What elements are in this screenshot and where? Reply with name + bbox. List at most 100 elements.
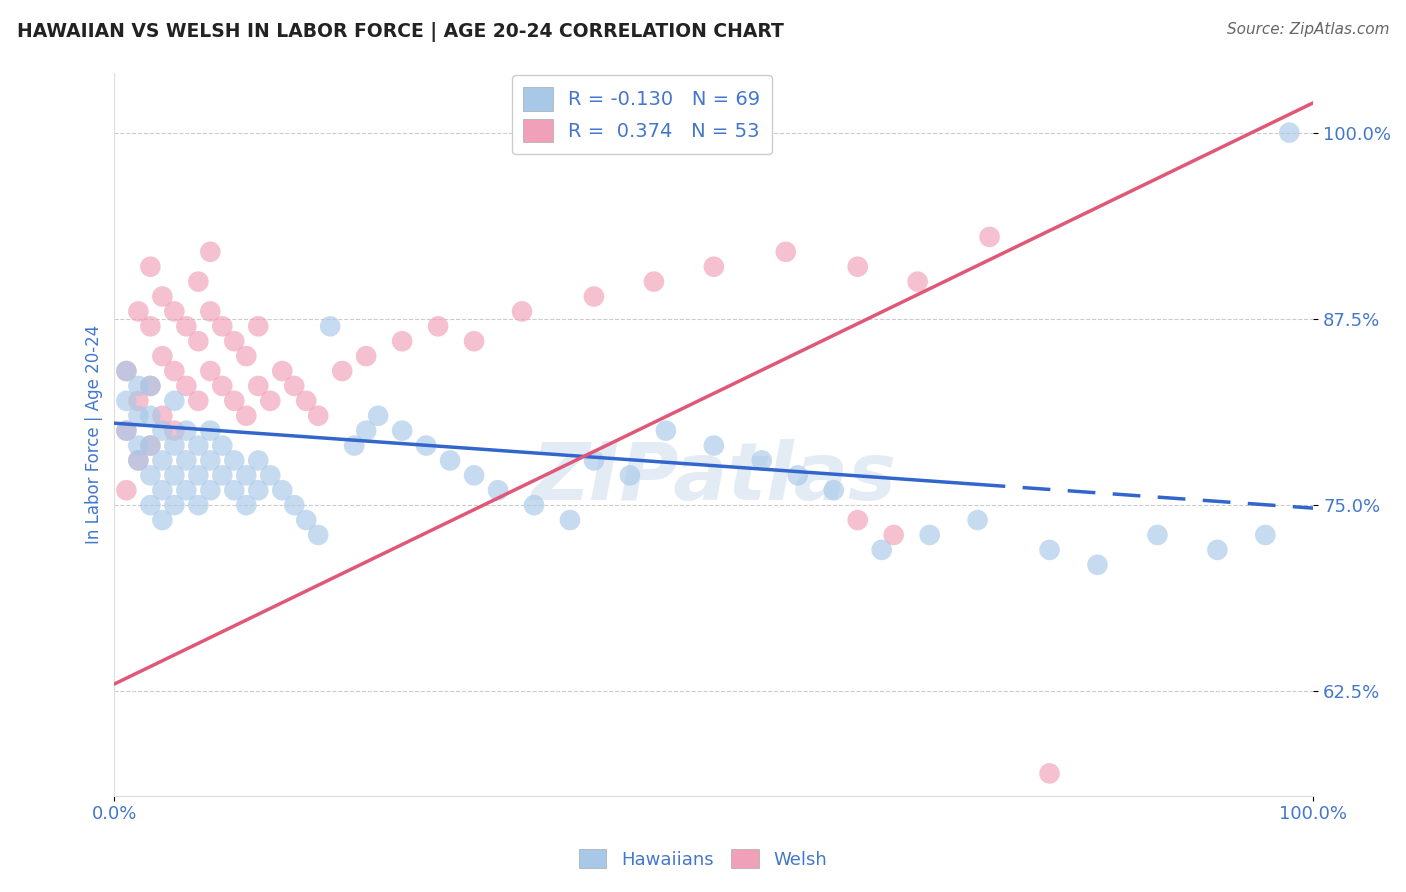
Point	[846, 260, 869, 274]
Point	[176, 379, 198, 393]
Point	[127, 453, 149, 467]
Point	[486, 483, 509, 498]
Point	[295, 513, 318, 527]
Point	[295, 393, 318, 408]
Point	[523, 498, 546, 512]
Point	[307, 409, 329, 423]
Point	[115, 424, 138, 438]
Point	[439, 453, 461, 467]
Text: HAWAIIAN VS WELSH IN LABOR FORCE | AGE 20-24 CORRELATION CHART: HAWAIIAN VS WELSH IN LABOR FORCE | AGE 2…	[17, 22, 783, 42]
Point	[127, 304, 149, 318]
Point	[1254, 528, 1277, 542]
Point	[1278, 126, 1301, 140]
Point	[271, 483, 294, 498]
Point	[655, 424, 678, 438]
Point	[391, 334, 413, 349]
Point	[163, 468, 186, 483]
Point	[200, 304, 222, 318]
Point	[115, 424, 138, 438]
Point	[139, 409, 162, 423]
Point	[235, 349, 257, 363]
Point	[187, 498, 209, 512]
Text: Source: ZipAtlas.com: Source: ZipAtlas.com	[1226, 22, 1389, 37]
Point	[823, 483, 845, 498]
Point	[150, 289, 173, 303]
Point	[200, 483, 222, 498]
Point	[283, 498, 305, 512]
Point	[247, 379, 270, 393]
Point	[139, 379, 162, 393]
Point	[187, 334, 209, 349]
Point	[1146, 528, 1168, 542]
Point	[115, 364, 138, 378]
Point	[918, 528, 941, 542]
Point	[163, 393, 186, 408]
Point	[187, 275, 209, 289]
Point	[582, 289, 605, 303]
Point	[139, 438, 162, 452]
Point	[163, 364, 186, 378]
Point	[224, 393, 246, 408]
Point	[907, 275, 929, 289]
Text: ZIPatlas: ZIPatlas	[531, 439, 897, 516]
Point	[176, 483, 198, 498]
Point	[582, 453, 605, 467]
Point	[1087, 558, 1109, 572]
Point	[176, 424, 198, 438]
Point	[224, 483, 246, 498]
Point	[247, 453, 270, 467]
Point	[127, 453, 149, 467]
Point	[127, 393, 149, 408]
Point	[271, 364, 294, 378]
Point	[619, 468, 641, 483]
Point	[115, 483, 138, 498]
Point	[354, 349, 377, 363]
Point	[751, 453, 773, 467]
Point	[150, 483, 173, 498]
Point	[127, 438, 149, 452]
Point	[150, 409, 173, 423]
Point	[510, 304, 533, 318]
Point	[307, 528, 329, 542]
Point	[463, 334, 485, 349]
Point	[247, 483, 270, 498]
Point	[187, 438, 209, 452]
Point	[235, 498, 257, 512]
Point	[979, 230, 1001, 244]
Point	[211, 438, 233, 452]
Point	[115, 393, 138, 408]
Point	[330, 364, 353, 378]
Point	[139, 468, 162, 483]
Point	[211, 468, 233, 483]
Point	[391, 424, 413, 438]
Point	[463, 468, 485, 483]
Point	[200, 424, 222, 438]
Point	[247, 319, 270, 334]
Point	[343, 438, 366, 452]
Point	[558, 513, 581, 527]
Point	[163, 498, 186, 512]
Point	[1038, 542, 1060, 557]
Point	[1206, 542, 1229, 557]
Point	[211, 379, 233, 393]
Legend: Hawaiians, Welsh: Hawaiians, Welsh	[572, 842, 834, 876]
Point	[703, 438, 725, 452]
Point	[150, 349, 173, 363]
Point	[163, 424, 186, 438]
Point	[176, 453, 198, 467]
Point	[224, 334, 246, 349]
Point	[1038, 766, 1060, 780]
Point	[139, 438, 162, 452]
Point	[870, 542, 893, 557]
Point	[259, 393, 281, 408]
Y-axis label: In Labor Force | Age 20-24: In Labor Force | Age 20-24	[86, 325, 103, 544]
Point	[319, 319, 342, 334]
Point	[176, 319, 198, 334]
Point	[775, 244, 797, 259]
Point	[200, 244, 222, 259]
Point	[354, 424, 377, 438]
Point	[187, 393, 209, 408]
Legend: R = -0.130   N = 69, R =  0.374   N = 53: R = -0.130 N = 69, R = 0.374 N = 53	[512, 76, 772, 154]
Point	[139, 260, 162, 274]
Point	[163, 438, 186, 452]
